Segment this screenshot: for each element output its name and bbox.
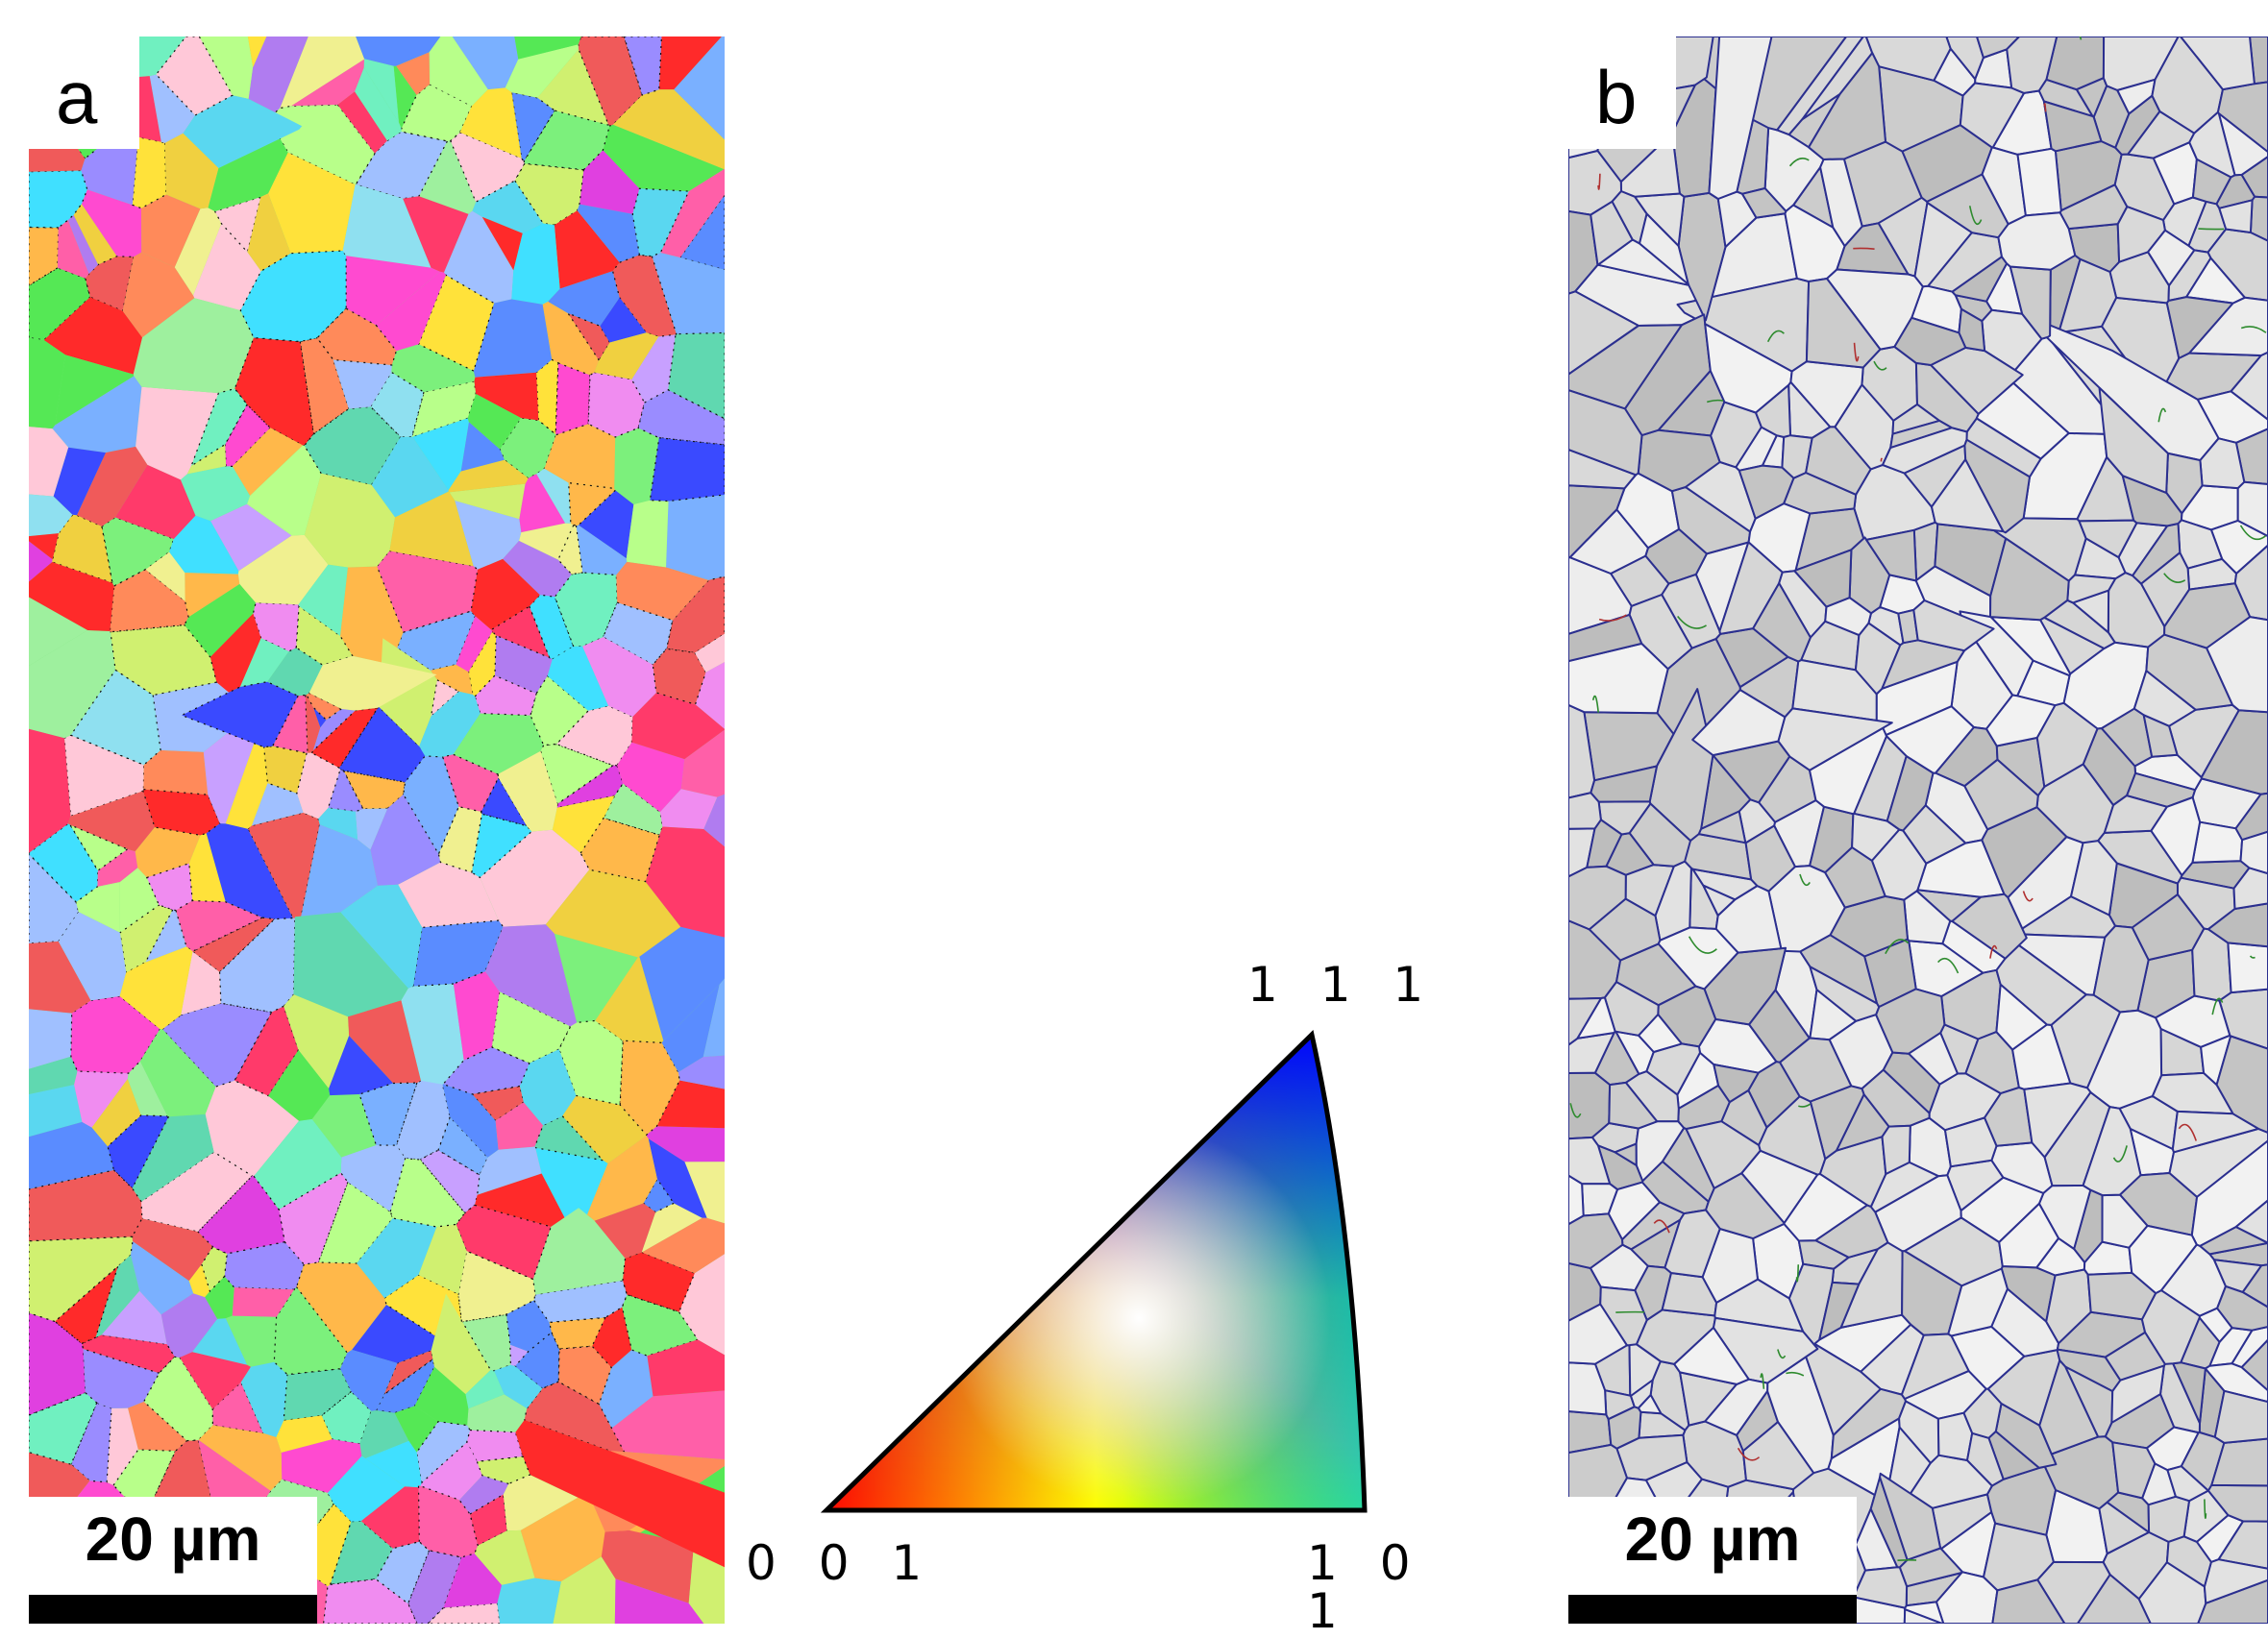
scalebar-label-b: 20 µm: [1568, 1508, 1857, 1570]
orientation-map-image: [29, 37, 725, 1624]
ipf-label-001: 0 0 1: [746, 1539, 935, 1587]
scalebar-line-b: [1568, 1595, 1857, 1624]
ipf-orientation-map: a 20 µm: [29, 37, 725, 1624]
scalebar-label-a: 20 µm: [29, 1508, 317, 1570]
boundary-map-image: [1568, 37, 2268, 1624]
panel-label-a: a: [29, 37, 139, 149]
ipf-label-111: 1 1 1: [1247, 961, 1437, 1009]
ipf-label-101: 1 0 1: [1307, 1539, 1470, 1635]
scalebar-line-a: [29, 1595, 317, 1624]
grain-boundary-map: b 20 µm: [1568, 37, 2268, 1624]
ipf-triangle: [740, 942, 1470, 1614]
panel-label-b: b: [1568, 37, 1676, 149]
scalebar-b: 20 µm: [1568, 1497, 1857, 1624]
scalebar-a: 20 µm: [29, 1497, 317, 1624]
ipf-color-key: 1 1 1 0 0 1 1 0 1: [740, 942, 1470, 1614]
